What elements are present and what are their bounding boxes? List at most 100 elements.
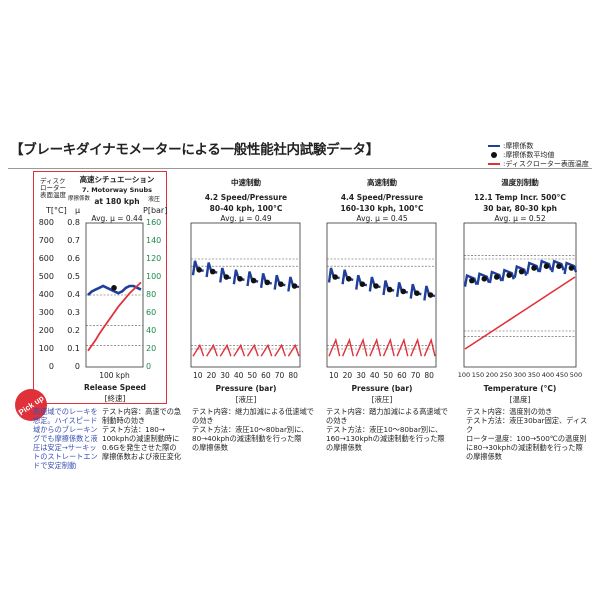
disc-temperature-segment <box>328 337 341 357</box>
highlight-box <box>33 171 167 404</box>
chart-panel-3 <box>326 222 437 368</box>
disc-temperature-segment <box>410 337 423 357</box>
panel-2-category: 中速制動 <box>231 178 261 187</box>
friction-series-segment <box>476 272 491 286</box>
y-tick-temperature: 400 <box>38 290 54 299</box>
friction-series-segment <box>563 261 578 275</box>
panel-3-avg: Avg. μ = 0.45 <box>356 214 408 223</box>
panel-2-x-tick: 60 <box>261 371 271 380</box>
panel-3-x-tick: 60 <box>397 371 407 380</box>
panel-3-condition: 160-130 kph, 100°C <box>340 204 424 213</box>
pick-up-note: 高速域でのレーキを想定。ハイスピード域からのブレーキングでも摩擦係数と液圧は安定… <box>33 407 98 470</box>
disc-temperature-segment <box>274 343 287 357</box>
panel-2-x-tick: 50 <box>247 371 258 380</box>
panel-4-description: テスト内容：温度別の効き テスト方法：液圧30bar固定、ディスク ローター温度… <box>466 407 588 461</box>
legend-line-blue-icon <box>488 145 500 147</box>
y-tick-pressure: 40 <box>146 326 157 335</box>
panel-2-description: テスト内容：継力加減による低速域で の効き テスト方法：液圧10～80bar別に… <box>192 407 314 452</box>
avg-friction-dot <box>531 265 537 271</box>
y-tick-temperature: 500 <box>38 272 54 281</box>
legend-avg: :摩擦係数平均値 <box>488 150 554 160</box>
friction-series-segment <box>488 270 503 284</box>
panel-1-x-tick: 100 kph <box>99 371 130 380</box>
temp-unit: T[°C] <box>46 206 67 215</box>
avg-friction-dot <box>111 285 117 291</box>
panel-3-title: 高速制動 4.4 Speed/Pressure 160-130 kph, 100… <box>326 177 438 214</box>
panel-3-x-tick: 50 <box>383 371 394 380</box>
y-tick-temperature: 600 <box>38 254 54 263</box>
legend-label: :摩擦係数平均値 <box>503 151 555 159</box>
friction-series <box>87 284 142 296</box>
legend-label: :摩擦係数 <box>503 142 534 150</box>
panel-3-x-tick: 40 <box>369 371 380 380</box>
y-tick-mu: 0.1 <box>67 344 80 353</box>
y-tick-temperature: 0 <box>48 362 54 371</box>
panel-1-description: テスト内容：高速での急 制動時の効き テスト方法：180→ 100kphの減速制… <box>102 407 182 461</box>
panel-4-avg: Avg. μ = 0.52 <box>494 214 546 223</box>
disc-temperature-segment <box>355 337 368 357</box>
panel-4-x-tick: 100 <box>457 371 471 379</box>
pressure-header: 液圧 <box>148 196 161 203</box>
panel-2-condition: 80-40 kph, 100°C <box>209 204 283 213</box>
disc-temperature-segment <box>396 337 409 357</box>
avg-friction-dot <box>264 279 271 286</box>
disc-temperature-segment <box>382 337 395 357</box>
panel-2-title: 中速制動 4.2 Speed/Pressure 80-40 kph, 100°C <box>190 177 302 214</box>
panel-4-x-tick: 450 <box>555 371 569 379</box>
panel-3-x-tick: 20 <box>342 371 353 380</box>
title-divider <box>8 168 592 169</box>
avg-friction-dot <box>481 276 488 282</box>
panel-1-x-sub: [終速] <box>104 394 126 403</box>
panel-3-x-sub: [液圧] <box>371 395 393 404</box>
panel-3-test: 4.4 Speed/Pressure <box>340 193 424 202</box>
y-tick-mu: 0.2 <box>67 326 80 335</box>
avg-friction-dot <box>278 281 284 287</box>
friction-series-segment <box>513 264 528 278</box>
y-tick-pressure: 80 <box>146 290 157 299</box>
pick-up-badge-circle <box>15 389 47 421</box>
disc-temperature-segment <box>246 343 259 357</box>
legend-line-red-icon <box>488 163 500 165</box>
avg-friction-dot <box>223 274 230 280</box>
panel-2-x-tick: 40 <box>233 371 244 380</box>
y-tick-pressure: 20 <box>146 344 157 353</box>
panel-3-x-label: Pressure (bar) <box>351 384 413 393</box>
chart-panel-2 <box>190 222 301 368</box>
panel-1-title: 高速シチュエーション 7. Motorway Snubs at 180 kph <box>78 174 156 207</box>
y-tick-temperature: 200 <box>38 326 54 335</box>
disc-temperature-segment <box>423 337 436 357</box>
panel-4-test: 12.1 Temp Incr. 500°C <box>474 193 566 202</box>
disc-temperature-segment <box>219 343 232 357</box>
page-title: 【ブレーキダイナモメーターによる一般性能社内試験データ】 <box>10 142 379 158</box>
panel-1-x-label: Release Speed <box>83 383 147 392</box>
friction-series-segment <box>501 268 515 282</box>
disc-temperature-segment <box>260 343 273 357</box>
panel-3-category: 高速制動 <box>367 178 397 187</box>
avg-friction-dot <box>196 267 202 273</box>
disc-temperature-segment <box>287 343 300 357</box>
legend-dot-icon <box>491 152 497 158</box>
avg-friction-dot <box>493 274 500 280</box>
avg-friction-dot <box>400 288 407 295</box>
panel-2-x-tick: 20 <box>206 371 217 380</box>
avg-friction-dot <box>427 292 434 298</box>
panel-4-x-tick: 250 <box>499 371 513 379</box>
avg-friction-dot <box>414 290 420 296</box>
avg-friction-dot <box>469 277 475 284</box>
friction-series-segment <box>550 259 565 273</box>
y-tick-temperature: 700 <box>38 236 54 245</box>
panel-2-x-tick: 80 <box>288 371 298 380</box>
disc-temperature-series <box>87 281 142 352</box>
panel-4-x-tick: 400 <box>541 371 555 379</box>
avg-friction-dot <box>332 274 338 280</box>
panel-4-x-tick: 500 <box>569 371 583 379</box>
y-tick-pressure: 140 <box>146 236 162 245</box>
avg-friction-dot <box>359 281 366 287</box>
disc-temperature-series <box>464 276 576 350</box>
friction-series-segment <box>526 261 540 275</box>
avg-friction-dot <box>543 263 550 269</box>
mu-header: 摩擦係数 <box>68 196 91 202</box>
panel-4-x-tick: 300 <box>513 371 527 379</box>
panel-3-x-tick: 80 <box>424 371 434 380</box>
legend-friction: :摩擦係数 <box>488 141 533 151</box>
